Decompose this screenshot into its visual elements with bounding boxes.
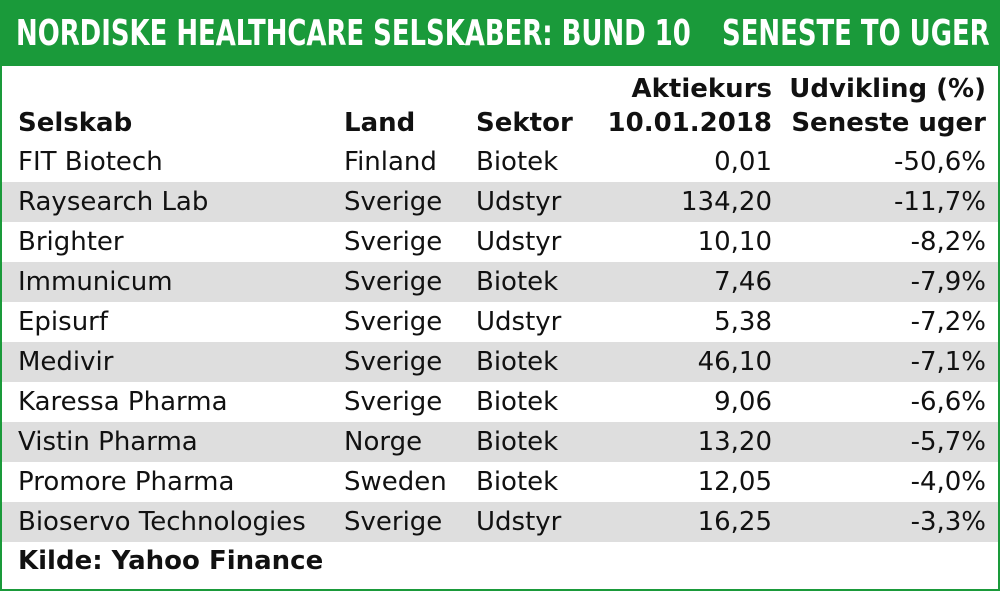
header-price-line1: Aktiekurs xyxy=(631,74,773,104)
title-banner: NORDISKE HEALTHCARE SELSKABER: BUND 10 S… xyxy=(2,2,998,66)
cell-sector: Udstyr xyxy=(476,227,562,257)
table-row: Raysearch Lab Sverige Udstyr 134,20 -11,… xyxy=(2,182,998,222)
table-row: Promore Pharma Sweden Biotek 12,05 -4,0% xyxy=(2,462,998,502)
cell-change: -11,7% xyxy=(894,187,986,217)
cell-change: -3,3% xyxy=(910,507,986,537)
source-note: Kilde: Yahoo Finance xyxy=(18,546,324,576)
cell-price: 12,05 xyxy=(697,467,772,497)
cell-sector: Biotek xyxy=(476,387,559,417)
cell-price: 9,06 xyxy=(714,387,772,417)
cell-company: Medivir xyxy=(18,347,114,377)
table-row: Immunicum Sverige Biotek 7,46 -7,9% xyxy=(2,262,998,302)
cell-price: 46,10 xyxy=(697,347,772,377)
cell-price: 5,38 xyxy=(714,307,772,337)
cell-price: 16,25 xyxy=(697,507,772,537)
cell-country: Sverige xyxy=(344,187,443,217)
cell-change: -6,6% xyxy=(910,387,986,417)
cell-company: Brighter xyxy=(18,227,124,257)
cell-change: -7,2% xyxy=(910,307,986,337)
cell-sector: Biotek xyxy=(476,467,559,497)
header-price-line2: 10.01.2018 xyxy=(607,108,772,138)
cell-sector: Udstyr xyxy=(476,507,562,537)
header-change-line2: Seneste uger xyxy=(791,108,986,138)
cell-sector: Biotek xyxy=(476,347,559,377)
cell-country: Sverige xyxy=(344,307,443,337)
cell-change: -8,2% xyxy=(910,227,986,257)
table-row: Episurf Sverige Udstyr 5,38 -7,2% xyxy=(2,302,998,342)
header-change-line1: Udvikling (%) xyxy=(789,74,986,104)
cell-country: Norge xyxy=(344,427,423,457)
cell-price: 13,20 xyxy=(697,427,772,457)
cell-company: Promore Pharma xyxy=(18,467,235,497)
header-country: Land xyxy=(344,108,416,138)
cell-sector: Biotek xyxy=(476,147,559,177)
cell-price: 10,10 xyxy=(697,227,772,257)
cell-sector: Udstyr xyxy=(476,307,562,337)
cell-company: Immunicum xyxy=(18,267,173,297)
cell-change: -4,0% xyxy=(910,467,986,497)
cell-company: Episurf xyxy=(18,307,109,337)
cell-change: -7,9% xyxy=(910,267,986,297)
cell-company: Raysearch Lab xyxy=(18,187,209,217)
table-row: FIT Biotech Finland Biotek 0,01 -50,6% xyxy=(2,142,998,182)
cell-country: Finland xyxy=(344,147,437,177)
table-row: Brighter Sverige Udstyr 10,10 -8,2% xyxy=(2,222,998,262)
table-row: Vistin Pharma Norge Biotek 13,20 -5,7% xyxy=(2,422,998,462)
cell-price: 134,20 xyxy=(681,187,772,217)
table-header: Selskab Land Sektor Aktiekurs 10.01.2018… xyxy=(2,66,998,142)
cell-country: Sverige xyxy=(344,347,443,377)
header-sector: Sektor xyxy=(476,108,573,138)
table-row: Medivir Sverige Biotek 46,10 -7,1% xyxy=(2,342,998,382)
banner-period: SENESTE TO UGER xyxy=(722,13,990,54)
cell-change: -50,6% xyxy=(894,147,986,177)
cell-sector: Udstyr xyxy=(476,187,562,217)
banner-title: NORDISKE HEALTHCARE SELSKABER: BUND 10 xyxy=(16,13,691,54)
cell-change: -7,1% xyxy=(910,347,986,377)
header-company: Selskab xyxy=(18,108,133,138)
cell-country: Sverige xyxy=(344,267,443,297)
cell-company: FIT Biotech xyxy=(18,147,163,177)
cell-price: 7,46 xyxy=(714,267,772,297)
cell-price: 0,01 xyxy=(714,147,772,177)
cell-company: Vistin Pharma xyxy=(18,427,198,457)
cell-country: Sverige xyxy=(344,387,443,417)
cell-country: Sverige xyxy=(344,507,443,537)
cell-sector: Biotek xyxy=(476,267,559,297)
table-row: Karessa Pharma Sverige Biotek 9,06 -6,6% xyxy=(2,382,998,422)
cell-company: Bioservo Technologies xyxy=(18,507,306,537)
cell-company: Karessa Pharma xyxy=(18,387,228,417)
cell-country: Sweden xyxy=(344,467,447,497)
cell-change: -5,7% xyxy=(910,427,986,457)
cell-sector: Biotek xyxy=(476,427,559,457)
table-row: Bioservo Technologies Sverige Udstyr 16,… xyxy=(2,502,998,542)
cell-country: Sverige xyxy=(344,227,443,257)
